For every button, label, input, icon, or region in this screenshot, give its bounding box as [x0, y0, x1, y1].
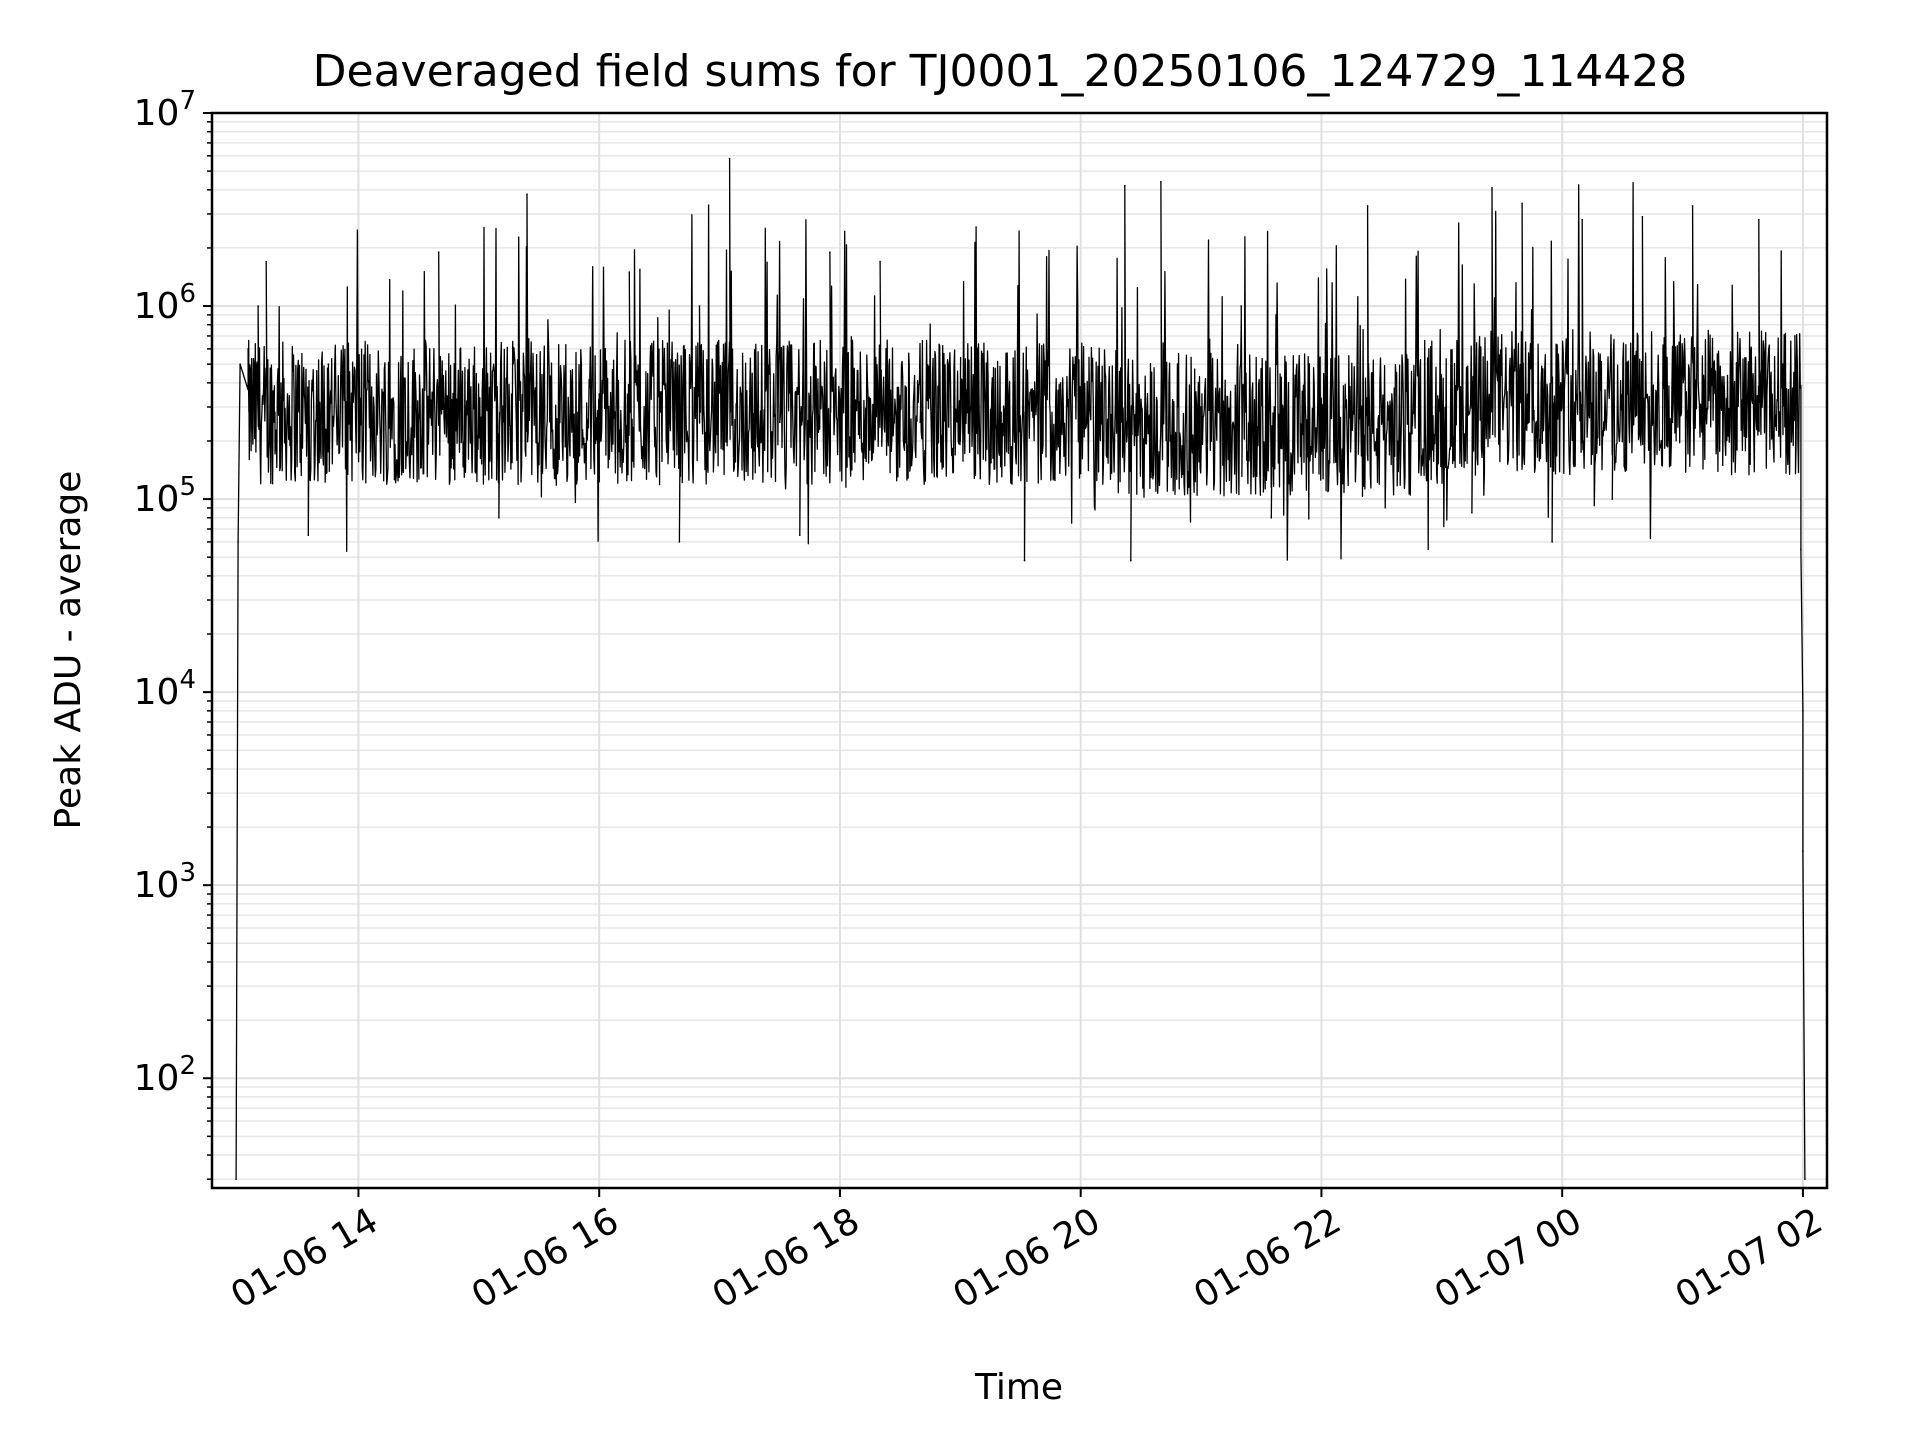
- data-point: [1160, 181, 1162, 183]
- series-layer: [235, 157, 1806, 1180]
- data-point: [728, 157, 731, 160]
- y-tick-label: 105: [134, 472, 196, 520]
- data-point: [1804, 1178, 1806, 1180]
- y-tick-label: 106: [134, 279, 196, 327]
- data-point: [247, 348, 249, 350]
- chart-title: Deaveraged field sums for TJ0001_2025010…: [313, 46, 1688, 97]
- data-point: [829, 251, 831, 254]
- data-point: [526, 193, 528, 195]
- data-point: [1641, 215, 1644, 218]
- data-point: [273, 421, 275, 424]
- data-point: [1059, 382, 1062, 384]
- data-point: [959, 440, 962, 442]
- y-tick-label: 107: [134, 86, 196, 134]
- data-point: [778, 421, 781, 424]
- data-point: [1611, 498, 1614, 500]
- data-point: [1491, 186, 1493, 189]
- data-point: [999, 421, 1002, 424]
- data-point: [1581, 218, 1584, 221]
- data-point: [558, 406, 560, 408]
- data-point: [1802, 850, 1804, 852]
- data-point: [1099, 406, 1102, 408]
- data-point: [498, 516, 500, 519]
- data-point: [1671, 421, 1674, 424]
- data-point: [265, 260, 267, 263]
- data-point: [879, 260, 881, 263]
- y-tick-label: 104: [134, 665, 196, 713]
- data-point: [799, 534, 801, 537]
- data-point: [327, 363, 330, 365]
- data-point: [1794, 335, 1796, 337]
- data-point: [1200, 406, 1202, 408]
- data-point: [357, 406, 360, 408]
- data-point: [257, 305, 259, 307]
- data-point: [1410, 421, 1413, 424]
- data-point: [1551, 541, 1553, 543]
- data-point: [678, 541, 681, 543]
- x-axis-label: Time: [974, 1367, 1063, 1408]
- data-point: [437, 251, 440, 254]
- data-point: [478, 406, 480, 408]
- data-point: [1802, 710, 1804, 712]
- y-axis-label: Peak ADU - average: [48, 471, 89, 830]
- data-point: [1320, 406, 1323, 408]
- data-point: [1782, 363, 1784, 365]
- data-point: [1124, 184, 1126, 187]
- data-point: [417, 421, 420, 424]
- data-point: [235, 1178, 237, 1180]
- data-point: [1023, 559, 1026, 562]
- y-tick-label: 102: [134, 1051, 196, 1099]
- data-point: [1366, 205, 1369, 207]
- data-point: [698, 305, 701, 307]
- data-point: [1130, 559, 1132, 562]
- data-point: [1270, 516, 1273, 519]
- data-point: [1691, 205, 1694, 207]
- data-point: [297, 406, 300, 408]
- data-point: [628, 271, 631, 273]
- data-point: [387, 382, 390, 384]
- data-point: [1800, 548, 1802, 551]
- data-point: [658, 406, 661, 408]
- data-point: [1757, 218, 1760, 221]
- plot-frame: [210, 111, 1829, 1190]
- data-point: [1471, 511, 1473, 514]
- data-point: [237, 541, 239, 543]
- data-point: [239, 363, 241, 365]
- data-point: [919, 421, 921, 424]
- series-line: [235, 158, 1806, 1180]
- data-point: [1521, 202, 1523, 205]
- data-point: [598, 393, 600, 395]
- data-point: [1721, 464, 1724, 466]
- y-tick-label: 103: [134, 858, 196, 906]
- data-point: [307, 534, 310, 537]
- data-point: [1240, 305, 1242, 307]
